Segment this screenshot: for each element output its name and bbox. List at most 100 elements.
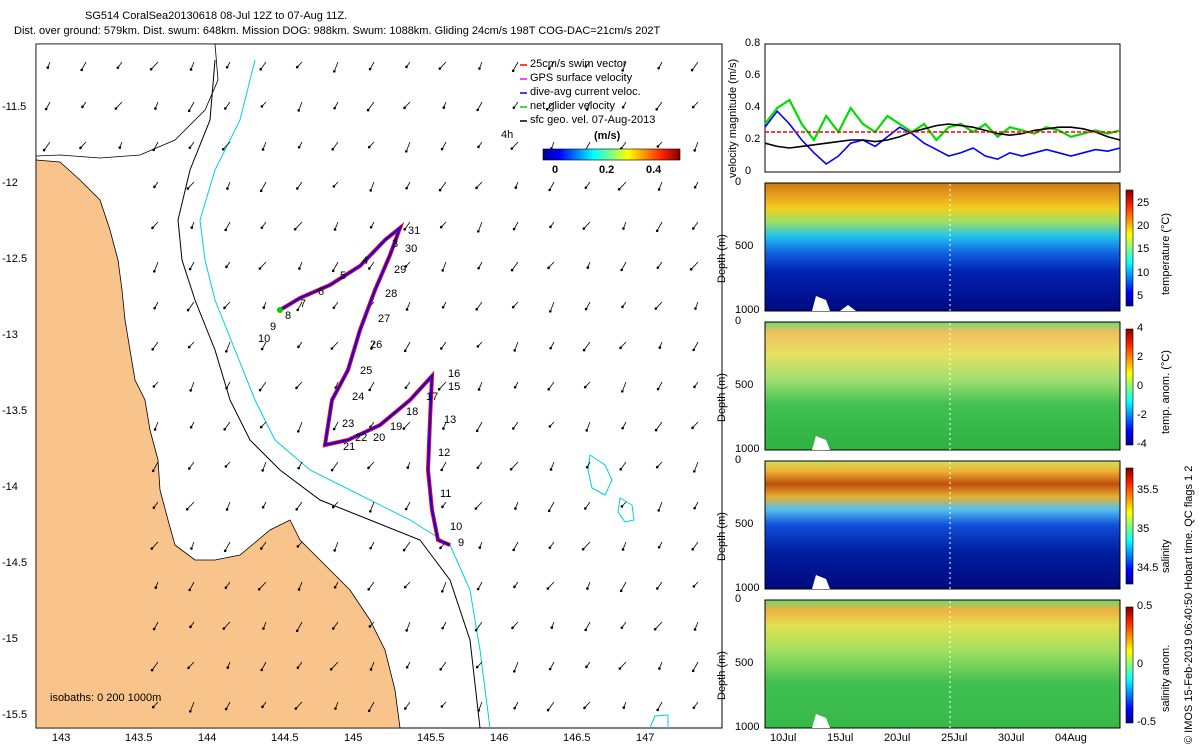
current-vector bbox=[190, 61, 195, 70]
current-vector bbox=[510, 461, 519, 470]
day-label: 16 bbox=[448, 368, 461, 380]
current-vector bbox=[549, 181, 555, 191]
current-vector bbox=[513, 221, 519, 230]
colorbar-tick: -0.5 bbox=[1137, 716, 1156, 728]
current-vector-head bbox=[405, 308, 409, 311]
current-vector bbox=[583, 341, 591, 351]
current-vector bbox=[477, 341, 483, 347]
legend-label: GPS surface velocity bbox=[530, 72, 633, 84]
depth-tick: 0 bbox=[735, 315, 742, 327]
current-vector bbox=[692, 221, 699, 229]
current-vector-head bbox=[512, 548, 515, 552]
current-vector bbox=[621, 621, 627, 628]
current-vector-head bbox=[153, 306, 156, 310]
current-vector bbox=[405, 381, 411, 388]
current-vector bbox=[225, 461, 231, 467]
current-vector bbox=[189, 581, 195, 591]
map-ytick-label: -14.5 bbox=[2, 557, 28, 569]
current-vector-head bbox=[441, 589, 444, 593]
current-vector bbox=[368, 141, 375, 148]
colorbar-tick: 0.5 bbox=[1137, 600, 1153, 612]
current-vector bbox=[476, 181, 483, 189]
current-vector bbox=[295, 701, 303, 709]
current-vector-head bbox=[334, 386, 338, 389]
current-vector bbox=[655, 421, 663, 431]
current-vector-head bbox=[187, 345, 191, 349]
current-vector bbox=[154, 421, 159, 430]
current-vector bbox=[297, 661, 303, 668]
current-vector bbox=[404, 701, 411, 709]
current-vector-head bbox=[622, 227, 625, 230]
day-label: 17 bbox=[426, 391, 439, 403]
current-vector bbox=[440, 541, 447, 549]
current-vector bbox=[657, 701, 663, 711]
current-vector bbox=[621, 261, 627, 271]
current-vector bbox=[370, 421, 375, 428]
current-vector bbox=[659, 661, 663, 669]
current-vector bbox=[547, 581, 555, 589]
current-vector bbox=[403, 421, 411, 429]
isobath-label: isobaths: 0 200 1000m bbox=[50, 692, 162, 704]
current-vector-head bbox=[583, 507, 587, 510]
current-vector-head bbox=[154, 586, 158, 589]
current-vector-head bbox=[653, 627, 657, 631]
current-vector bbox=[222, 141, 231, 150]
current-vector bbox=[335, 381, 339, 388]
current-vector-head bbox=[549, 309, 552, 313]
current-vector-head bbox=[583, 149, 587, 153]
current-vector-head bbox=[332, 427, 336, 431]
current-vector-head bbox=[476, 345, 480, 348]
current-vector bbox=[656, 221, 663, 231]
current-vector bbox=[405, 141, 411, 152]
time-tick: 10Jul bbox=[770, 732, 797, 744]
current-vector-head bbox=[189, 425, 193, 429]
current-vector-head bbox=[296, 545, 300, 548]
current-vector-head bbox=[477, 145, 480, 149]
current-vector-head bbox=[514, 186, 518, 189]
current-vector-head bbox=[438, 67, 442, 70]
current-vector-head bbox=[332, 185, 336, 188]
current-vector-head bbox=[692, 706, 696, 709]
current-vector bbox=[584, 141, 591, 151]
current-vector-head bbox=[656, 145, 660, 148]
current-vector-head bbox=[691, 547, 695, 551]
current-vector-head bbox=[621, 105, 625, 109]
current-vector-head bbox=[186, 187, 190, 190]
day-label: 12 bbox=[438, 447, 451, 459]
current-vector bbox=[479, 541, 483, 548]
current-vector bbox=[296, 181, 303, 189]
current-vector-head bbox=[547, 387, 551, 391]
current-vector-head bbox=[295, 386, 298, 390]
current-vector bbox=[259, 261, 267, 269]
current-vector-head bbox=[621, 548, 625, 551]
current-vector-head bbox=[369, 546, 372, 550]
current-vector-head bbox=[369, 189, 372, 192]
current-vector-head bbox=[369, 425, 372, 429]
current-vector bbox=[115, 101, 123, 109]
current-vector bbox=[188, 661, 195, 669]
current-vector bbox=[476, 421, 483, 431]
day-label: 10 bbox=[258, 333, 271, 345]
current-vector-head bbox=[297, 345, 300, 349]
current-vector bbox=[404, 581, 411, 588]
current-vector bbox=[478, 381, 483, 390]
current-vector bbox=[618, 181, 627, 190]
day-label: 28 bbox=[385, 288, 398, 300]
current-vector-head bbox=[221, 147, 225, 151]
current-vector bbox=[514, 381, 519, 388]
current-vector-head bbox=[367, 145, 371, 149]
current-vector-head bbox=[369, 509, 372, 513]
current-vector-head bbox=[260, 347, 264, 351]
current-vector bbox=[152, 221, 159, 229]
current-vector bbox=[478, 701, 483, 711]
map-xtick-label: 143 bbox=[52, 732, 71, 744]
map-xtick-label: 147 bbox=[636, 732, 655, 744]
current-vector bbox=[370, 541, 375, 549]
current-vector-head bbox=[620, 626, 624, 629]
current-vector bbox=[298, 461, 303, 469]
current-vector bbox=[587, 581, 591, 589]
map-xtick-label: 146 bbox=[490, 732, 509, 744]
current-vector bbox=[333, 421, 339, 430]
current-vector-head bbox=[225, 349, 228, 353]
current-vector-head bbox=[152, 506, 156, 509]
